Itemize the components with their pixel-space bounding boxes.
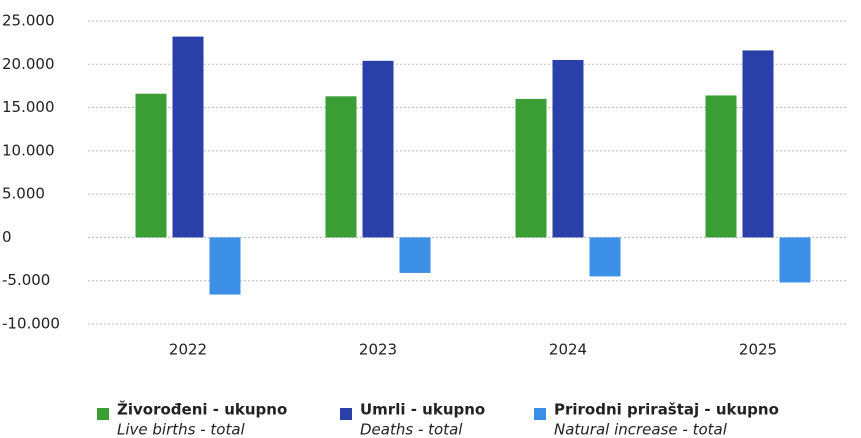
y-tick-label: 25.000: [2, 12, 55, 30]
legend-swatch: [97, 408, 109, 420]
bar: [325, 96, 357, 238]
bar: [172, 36, 204, 238]
x-tick-label: 2025: [739, 341, 777, 359]
bar: [589, 237, 621, 277]
y-tick-label: 15.000: [2, 98, 55, 116]
y-tick-label: 0: [2, 228, 12, 246]
legend-label-en: Natural increase - total: [554, 421, 728, 438]
legend-label-en: Live births - total: [117, 421, 246, 438]
bar: [779, 237, 811, 283]
bar: [742, 50, 774, 238]
x-tick-label: 2024: [549, 341, 587, 359]
y-tick-label: 5.000: [2, 185, 45, 203]
legend-label-en: Deaths - total: [360, 421, 463, 438]
bar: [515, 98, 547, 238]
y-tick-label: 20.000: [2, 55, 55, 73]
legend-label: Prirodni priraštaj - ukupno: [554, 401, 779, 419]
legend-swatch: [534, 408, 546, 420]
legend-label: Živorođeni - ukupno: [117, 400, 287, 419]
y-tick-label: -10.000: [2, 315, 60, 333]
bar: [209, 237, 241, 295]
y-tick-label: -5.000: [2, 271, 50, 289]
bar: [399, 237, 431, 273]
bar: [552, 59, 584, 238]
bar: [135, 93, 167, 238]
legend-swatch: [340, 408, 352, 420]
x-tick-label: 2023: [359, 341, 397, 359]
bar: [362, 60, 394, 238]
x-tick-label: 2022: [169, 341, 207, 359]
y-tick-label: 10.000: [2, 141, 55, 159]
legend-label: Umrli - ukupno: [360, 401, 485, 419]
bar: [705, 95, 737, 238]
